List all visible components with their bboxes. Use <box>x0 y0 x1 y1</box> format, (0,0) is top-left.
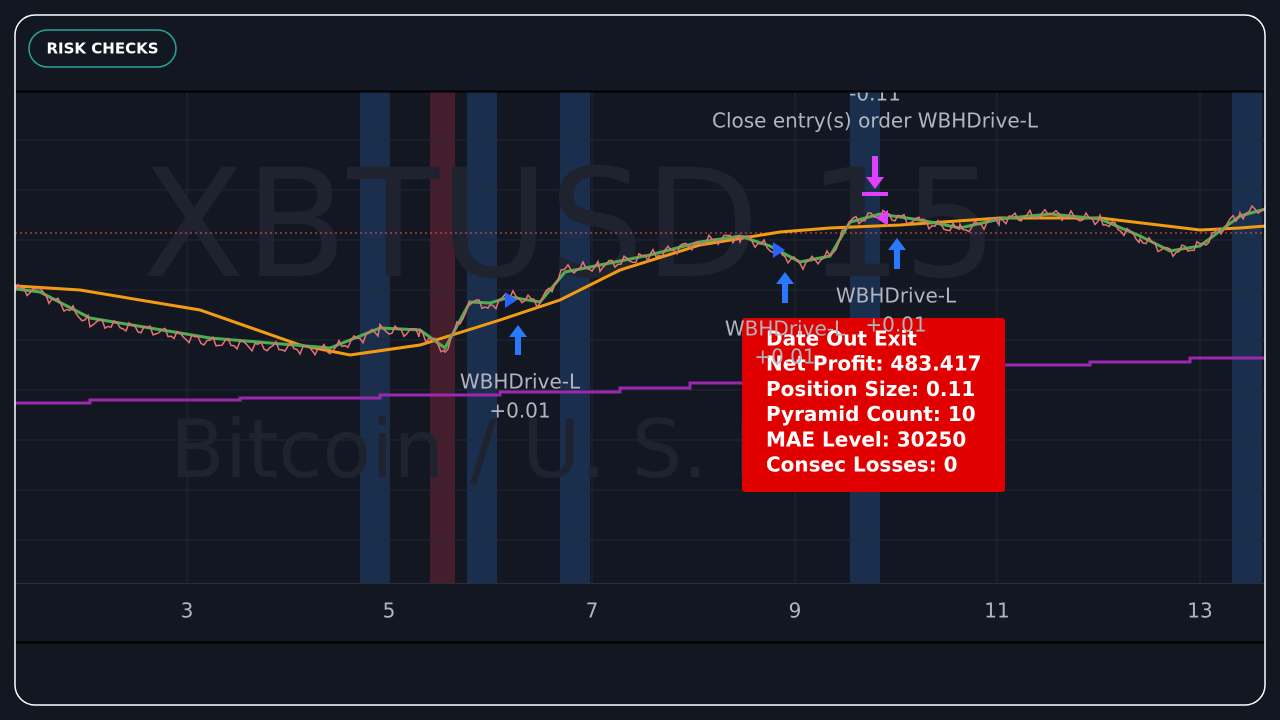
x-tick-label: 7 <box>586 599 599 623</box>
annotation: +0.01 <box>489 399 550 423</box>
tooltip-line: Consec Losses: 0 <box>766 453 958 477</box>
trade-markers <box>505 156 906 355</box>
tooltip-line: Date Out Exit <box>766 327 917 351</box>
up-arrow <box>776 272 794 303</box>
tooltip-line: Net Profit: 483.417 <box>766 352 982 376</box>
x-tick-label: 5 <box>383 599 396 623</box>
badge[interactable] <box>28 29 177 68</box>
down-arrow <box>862 156 888 196</box>
purple-line <box>0 381 760 405</box>
watermark-symbol: XBTUSD 15 <box>142 138 998 312</box>
annotation: WBHDrive-L <box>836 284 957 308</box>
entry-marker <box>505 292 517 308</box>
axis-area <box>0 584 1280 720</box>
x-tick-label: 9 <box>789 599 802 623</box>
band <box>467 92 497 583</box>
annotation: +0.01 <box>754 345 815 369</box>
annotation: +0.01 <box>865 313 926 337</box>
annotations: WBHDrive-L +0.01 WBHDrive-L +0.01 <box>725 284 957 369</box>
up-arrow <box>509 325 527 355</box>
tooltip-line: Pyramid Count: 10 <box>766 402 976 426</box>
band <box>1232 92 1262 583</box>
entry-marker <box>773 242 785 258</box>
x-tick-label: 3 <box>181 599 194 623</box>
tooltip-line: Position Size: 0.11 <box>766 377 975 401</box>
annotations: -0.11 Close entry(s) order WBHDrive-L WB… <box>460 82 1039 423</box>
badge-label: RISK CHECKS <box>46 40 158 58</box>
x-tick-label: 13 <box>1187 599 1212 623</box>
purple-line <box>1005 356 1280 367</box>
up-arrow <box>888 238 906 269</box>
tooltip-line: MAE Level: 30250 <box>766 427 966 451</box>
annotation: WBHDrive-L <box>725 317 846 341</box>
annotation: Close entry(s) order WBHDrive-L <box>712 109 1039 133</box>
frame <box>14 14 1266 706</box>
exit-marker <box>876 210 888 226</box>
annotation: WBHDrive-L <box>460 370 581 394</box>
tooltip <box>742 318 1005 492</box>
price-series <box>0 199 1280 357</box>
x-axis: Aug35791113 <box>0 599 1213 623</box>
band <box>560 92 590 583</box>
x-tick-label: 11 <box>984 599 1009 623</box>
orange-ma <box>0 216 1280 357</box>
